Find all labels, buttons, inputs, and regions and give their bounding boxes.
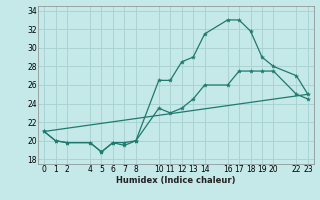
X-axis label: Humidex (Indice chaleur): Humidex (Indice chaleur) <box>116 176 236 185</box>
